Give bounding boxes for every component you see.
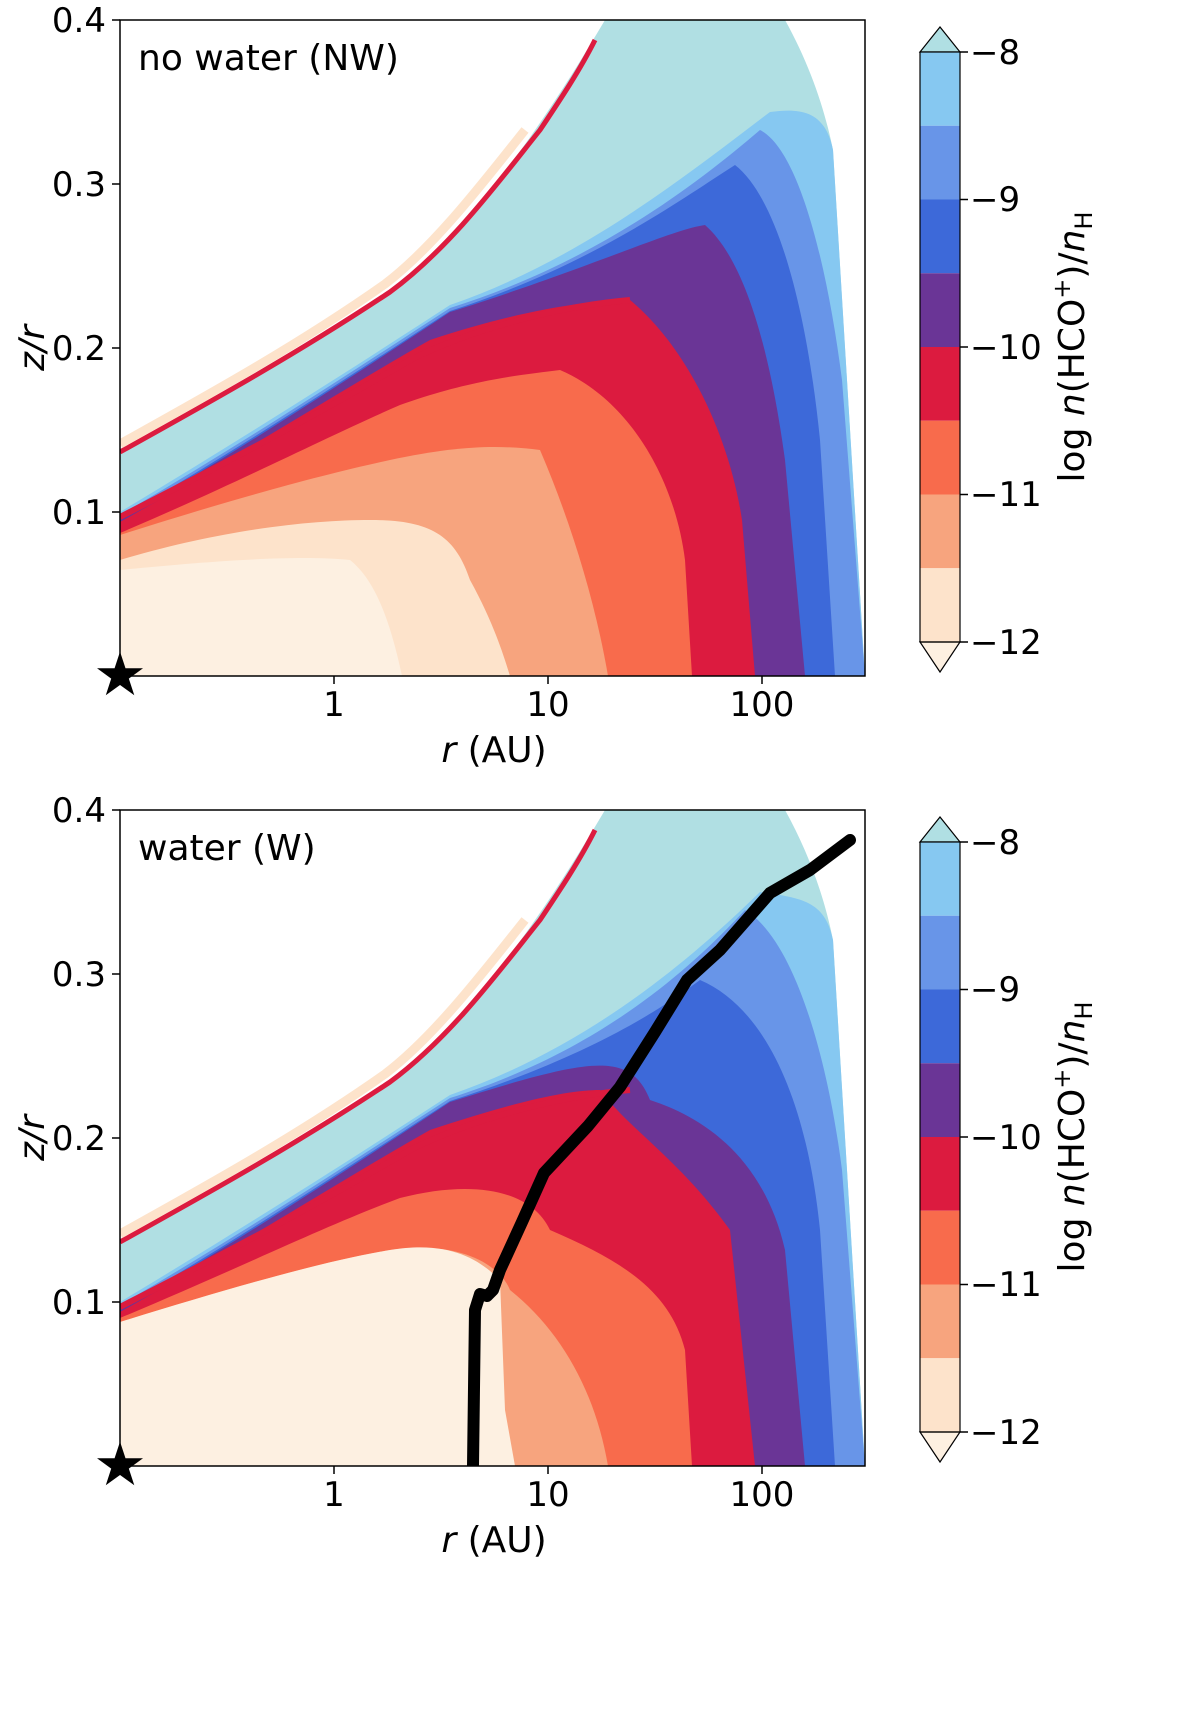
heatmap-regions-bottom [120, 810, 865, 1466]
colorbar-swatch [920, 1358, 960, 1432]
colorbar-swatch [920, 199, 960, 274]
colorbar-label: log n(HCO+)/nH [1048, 1002, 1098, 1273]
y-axis-label: z/r [12, 323, 53, 372]
colorbar-bottom: −8 −9 −10 −11 −12 log n(HCO+)/nH [918, 816, 1098, 1464]
y-tick-label: 0.2 [52, 1119, 106, 1159]
colorbar-tick-label: −10 [970, 328, 1042, 368]
colorbar-swatch [920, 420, 960, 495]
colorbar-tick-label: −11 [970, 475, 1042, 515]
surface-red-band [120, 828, 598, 1245]
region-level-12.0 [120, 1247, 515, 1466]
y-tick-label: 0.4 [52, 791, 106, 831]
colorbar-tick-label: −8 [970, 823, 1020, 863]
star-icon: ★ [93, 1430, 147, 1500]
panel-label-bottom: water (W) [138, 828, 316, 869]
colorbar-swatch [920, 989, 960, 1064]
x-axis-label: r (AU) [441, 1520, 546, 1561]
heatmap-regions-top [120, 20, 865, 676]
y-tick-label: 0.1 [52, 1283, 106, 1323]
y-axis-top: 0.1 0.2 0.3 0.4 z/r [12, 1, 120, 533]
x-tick-label: 1 [323, 1475, 345, 1515]
colorbar-extend-high [918, 26, 962, 53]
x-tick-label: 100 [730, 685, 795, 725]
colorbar-extend-low [918, 1431, 962, 1464]
colorbar-extend-high [918, 816, 962, 843]
colorbar-swatch [920, 494, 960, 569]
colorbar-swatch [920, 52, 960, 126]
x-axis-label: r (AU) [441, 730, 546, 771]
colorbar-swatch [920, 1210, 960, 1285]
x-tick-label: 10 [526, 1475, 569, 1515]
y-tick-label: 0.2 [52, 329, 106, 369]
colorbar-swatch [920, 1063, 960, 1137]
x-tick-label: 1 [323, 685, 345, 725]
colorbar-tick-label: −12 [970, 1413, 1042, 1453]
region-innermost-floor [120, 558, 402, 676]
surface-red-band [120, 38, 598, 455]
colorbar-swatch [920, 1284, 960, 1359]
panel-label-top: no water (NW) [138, 38, 399, 79]
surface-peach-band [120, 917, 529, 1238]
colorbar-swatch [920, 1137, 960, 1211]
y-tick-label: 0.3 [52, 955, 106, 995]
y-axis-label: z/r [12, 1113, 53, 1162]
colorbar-label: log n(HCO+)/nH [1048, 212, 1098, 483]
colorbar-swatch [920, 842, 960, 916]
colorbar-extend-low [918, 641, 962, 674]
x-tick-label: 10 [526, 685, 569, 725]
y-tick-label: 0.1 [52, 493, 106, 533]
star-icon: ★ [93, 640, 147, 710]
colorbar-swatch [920, 915, 960, 990]
x-axis-bottom: 1 10 100 r (AU) [323, 1466, 794, 1561]
colorbar-top: −8 −9 −10 −11 −12 log n(HCO+)/nH [918, 26, 1098, 674]
y-axis-bottom: 0.1 0.2 0.3 0.4 z/r [12, 791, 120, 1323]
colorbar-swatch [920, 273, 960, 347]
colorbar-swatch [920, 125, 960, 200]
y-tick-label: 0.3 [52, 165, 106, 205]
panel-bottom: water (W) 0.1 0.2 0.3 0.4 z/r 1 10 100 r… [12, 791, 1098, 1561]
lower-edge-red-band [120, 1087, 631, 1310]
x-tick-label: 100 [730, 1475, 795, 1515]
colorbar-tick-label: −8 [970, 33, 1020, 73]
colorbar-swatch [920, 568, 960, 642]
colorbar-swatch [920, 347, 960, 421]
panel-top: no water (NW) 0.1 0.2 0.3 0.4 z/r 1 10 1… [12, 1, 1098, 771]
snowline-curve [467, 834, 856, 1466]
surface-peach-band [120, 127, 529, 448]
colorbar-tick-label: −9 [970, 180, 1020, 220]
x-axis-top: 1 10 100 r (AU) [323, 676, 794, 771]
colorbar-tick-label: −12 [970, 623, 1042, 663]
lower-edge-red-band [120, 297, 631, 520]
colorbar-tick-label: −10 [970, 1118, 1042, 1158]
colorbar-tick-label: −11 [970, 1265, 1042, 1305]
colorbar-tick-label: −9 [970, 970, 1020, 1010]
y-tick-label: 0.4 [52, 1, 106, 41]
